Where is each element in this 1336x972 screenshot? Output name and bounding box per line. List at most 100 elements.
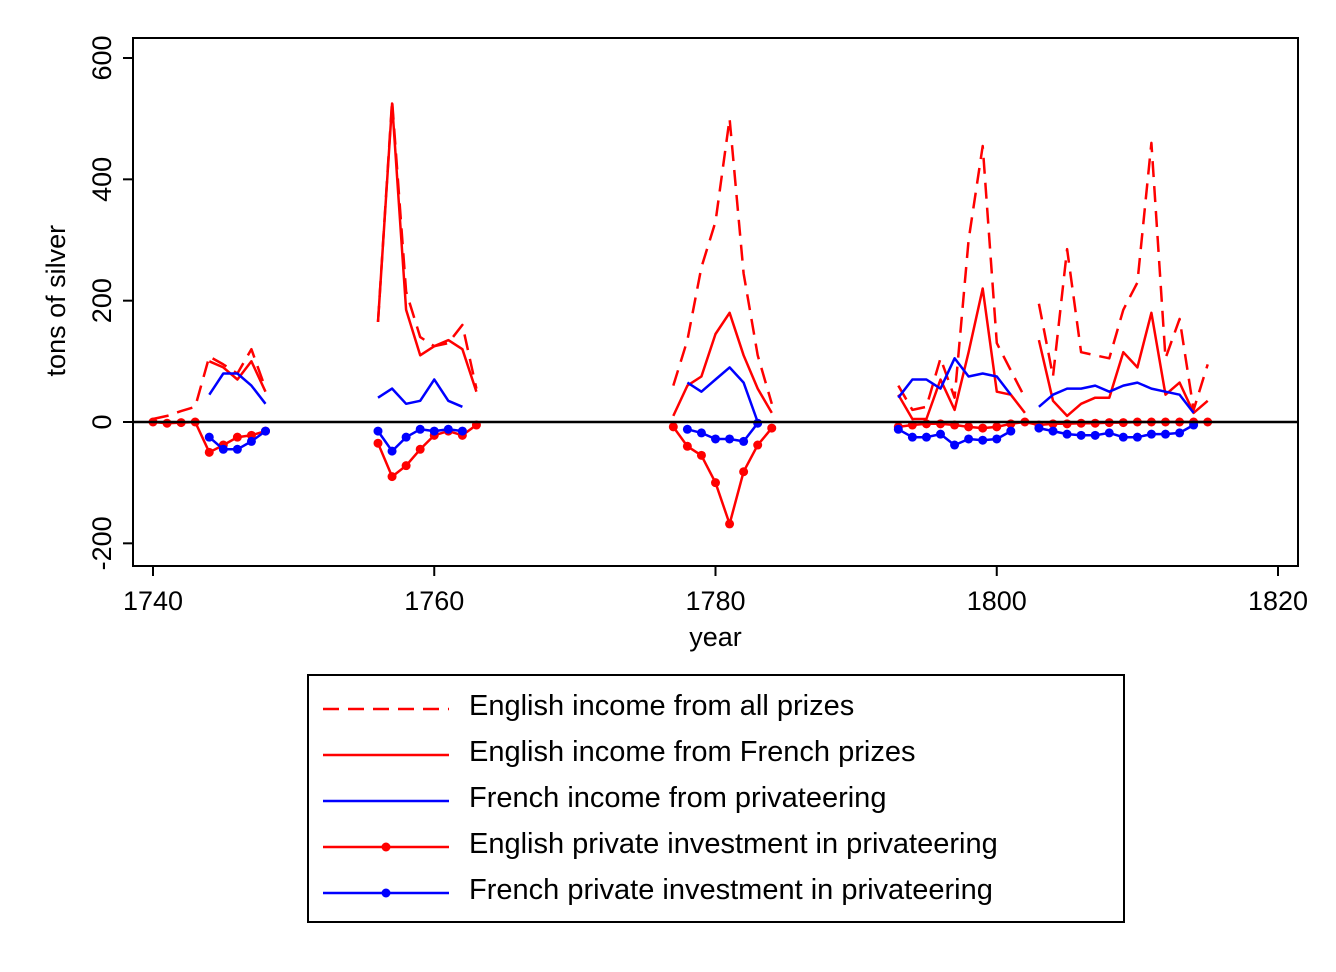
x-tick-label: 1800 <box>967 586 1027 616</box>
series-point <box>1006 426 1016 436</box>
series-point <box>1161 429 1170 439</box>
series-point <box>936 429 945 439</box>
legend-item: English income from French prizes <box>309 734 1123 780</box>
legend-swatch <box>323 888 449 898</box>
legend-swatch <box>323 799 449 803</box>
series-point <box>668 422 678 432</box>
legend-swatch <box>323 753 449 757</box>
series-line <box>1038 423 1195 439</box>
series-0 <box>152 99 1209 421</box>
legend-label: English private investment in privateeri… <box>469 828 998 860</box>
y-tick-label: 400 <box>87 157 117 202</box>
series-point <box>964 422 974 432</box>
series-point <box>978 435 988 445</box>
series-line <box>1038 381 1195 414</box>
series-point <box>950 440 960 450</box>
legend-item: French income from privateering <box>309 780 1123 826</box>
series-point <box>415 424 425 434</box>
series-point <box>978 423 988 433</box>
series-line <box>208 372 267 405</box>
series-point <box>1118 432 1128 442</box>
series-point <box>232 444 242 454</box>
series-point <box>1062 429 1072 439</box>
series-line <box>377 378 463 408</box>
series-point <box>992 434 1002 444</box>
series-point <box>964 434 974 444</box>
y-tick-label: 200 <box>87 278 117 323</box>
series-point <box>907 432 917 442</box>
series-point <box>1090 430 1100 440</box>
series-point <box>232 432 242 442</box>
series-point <box>696 450 706 460</box>
series-point <box>387 472 397 482</box>
series-point <box>1062 419 1072 429</box>
legend-label: English income from French prizes <box>469 736 916 768</box>
series-point <box>725 519 735 529</box>
series-point <box>1175 428 1185 438</box>
series-line <box>1037 141 1209 412</box>
x-tick-label: 1740 <box>123 586 183 616</box>
series-line <box>897 144 1027 412</box>
y-tick-label: -200 <box>87 516 117 570</box>
series-1 <box>208 102 1209 421</box>
series-point <box>1034 423 1044 433</box>
series-layer <box>148 99 1213 529</box>
legend-swatch <box>323 707 449 711</box>
series-point <box>1076 430 1086 440</box>
series-point <box>429 426 439 436</box>
series-point <box>246 436 256 446</box>
legend-label: French private investment in privateerin… <box>469 874 993 906</box>
series-point <box>767 423 777 433</box>
series-point <box>1146 429 1156 439</box>
series-point <box>921 419 931 429</box>
axis-ticks: 1740 1760 1780 1800 1820 -200 0 200 400 600 <box>87 35 1308 616</box>
legend-item: English private investment in privateeri… <box>309 826 1123 872</box>
series-line <box>897 357 1012 399</box>
series-point <box>373 438 383 448</box>
legend-label: English income from all prizes <box>469 690 855 722</box>
series-point <box>725 434 735 444</box>
legend-item: French private investment in privateerin… <box>309 872 1123 918</box>
series-line <box>1037 311 1209 418</box>
series-point <box>711 434 720 444</box>
series-point <box>204 432 214 442</box>
series-point <box>204 447 214 457</box>
series-point <box>457 426 467 436</box>
series-point <box>739 467 749 477</box>
series-point <box>739 436 749 446</box>
x-axis-title: year <box>689 622 742 652</box>
series-line <box>672 117 774 405</box>
series-point <box>893 424 903 434</box>
series-point <box>218 444 228 454</box>
series-2 <box>208 357 1195 423</box>
series-line <box>672 311 773 417</box>
legend: English income from all prizes English in… <box>307 674 1125 923</box>
series-point <box>696 428 706 438</box>
series-point <box>921 432 931 442</box>
x-tick-label: 1760 <box>404 586 464 616</box>
series-line <box>897 287 1026 421</box>
series-point <box>261 426 270 436</box>
series-line <box>376 102 478 393</box>
series-point <box>387 446 397 456</box>
series-point <box>753 440 763 450</box>
series-line <box>208 360 267 393</box>
series-line <box>376 99 478 389</box>
series-point <box>711 478 720 488</box>
series-point <box>401 461 411 471</box>
series-point <box>992 422 1002 432</box>
legend-label: French income from privateering <box>469 782 887 814</box>
y-axis-title: tons of silver <box>41 225 71 377</box>
series-point <box>373 426 383 436</box>
x-tick-label: 1820 <box>1248 586 1308 616</box>
series-point <box>682 424 692 434</box>
series-point <box>1048 426 1058 436</box>
series-point <box>1132 432 1142 442</box>
series-point <box>1104 428 1114 438</box>
series-point <box>443 424 453 434</box>
y-tick-label: 0 <box>87 414 117 429</box>
x-tick-label: 1780 <box>685 586 745 616</box>
series-point <box>401 432 411 442</box>
legend-swatch <box>323 842 449 852</box>
